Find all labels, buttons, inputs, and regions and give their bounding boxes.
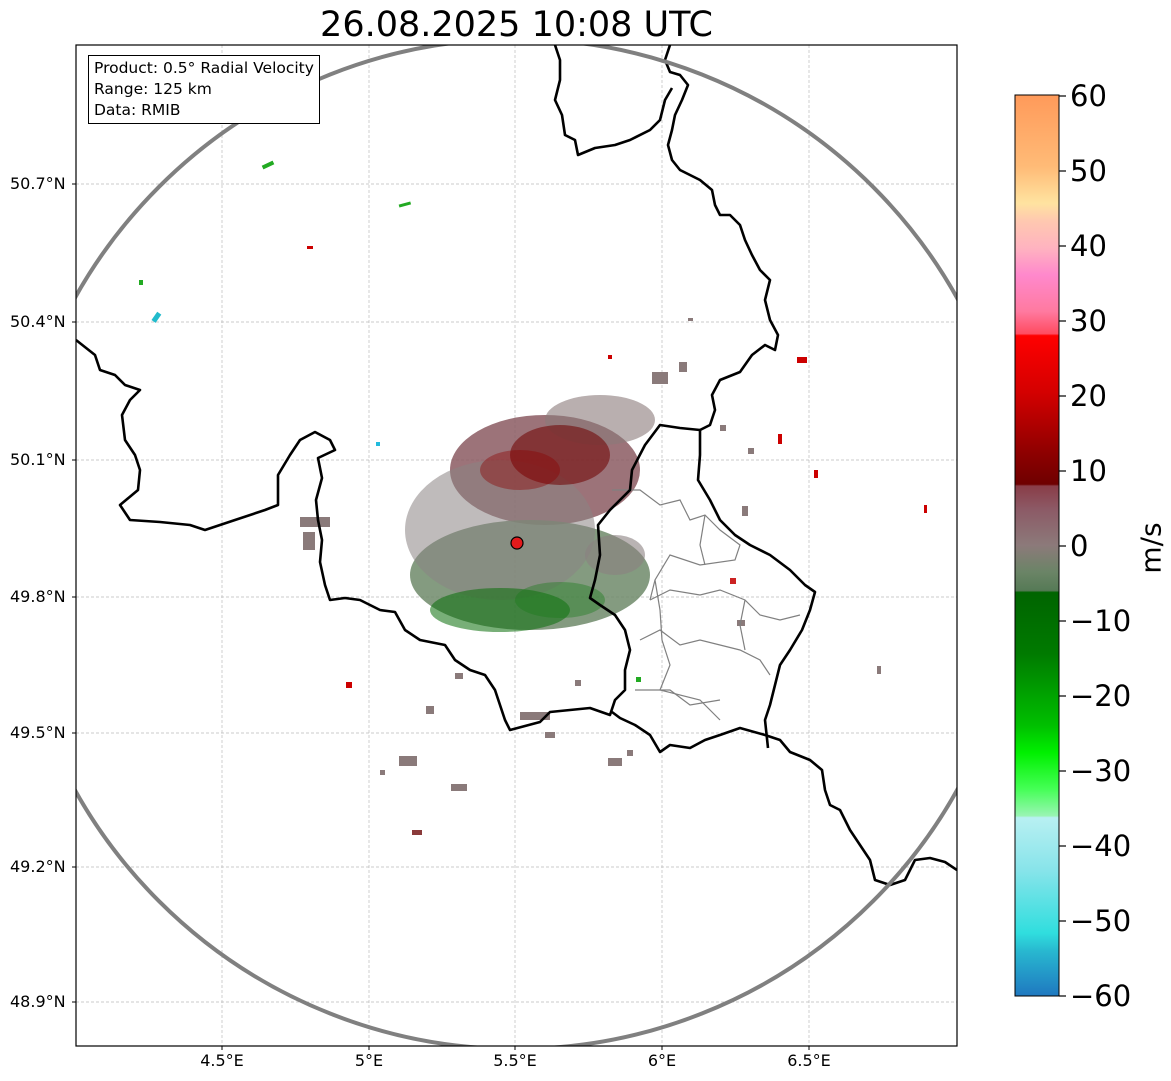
lat-tick-label: 48.9°N [10,992,66,1011]
lat-tick-label: 50.1°N [10,450,66,469]
colorbar-tick-label: 40 [1070,229,1107,263]
map-title: 26.08.2025 10:08 UTC [320,5,713,45]
colorbar-tick-label: 30 [1070,304,1107,338]
map-frame [75,44,958,1047]
colorbar-unit-label: m/s [1134,522,1168,574]
lon-tick-marks [221,1046,810,1050]
region-borders [612,489,801,721]
data-source-text: Data: RMIB [94,101,181,119]
lat-tick-label: 50.4°N [10,312,66,331]
lat-tick-label: 49.2°N [10,857,66,876]
radar-echo-region [405,395,655,632]
radar-site-marker [510,536,524,550]
colorbar [1014,94,1060,997]
lon-tick-label: 6°E [647,1051,677,1070]
lon-tick-label: 6.5°E [787,1051,831,1070]
lat-tick-label: 49.8°N [10,587,66,606]
lat-tick-label: 50.7°N [10,174,66,193]
range-text: Range: 125 km [94,80,212,98]
lat-tick-label: 49.5°N [10,723,66,742]
lon-tick-label: 5.5°E [493,1051,537,1070]
colorbar-tick-label: −40 [1070,829,1132,863]
colorbar-tick-label: 20 [1070,379,1107,413]
colorbar-tick-label: 60 [1070,79,1107,113]
country-borders [76,45,957,887]
colorbar-tick-label: −30 [1070,754,1132,788]
colorbar-tick-label: −10 [1070,604,1132,638]
lon-tick-label: 5°E [354,1051,384,1070]
lon-tick-label: 4.5°E [200,1051,244,1070]
product-info-box: Product: 0.5° Radial Velocity Range: 125… [88,55,320,124]
colorbar-tick-label: −20 [1070,679,1132,713]
colorbar-tick-label: −60 [1070,979,1132,1013]
radar-clutter-pixels [139,160,927,835]
colorbar-tick-label: −50 [1070,904,1132,938]
product-text: Product: 0.5° Radial Velocity [94,59,314,77]
colorbar-tick-marks [1059,95,1066,997]
colorbar-tick-label: 50 [1070,154,1107,188]
colorbar-tick-label: 0 [1070,529,1089,563]
colorbar-tick-label: 10 [1070,454,1107,488]
lat-tick-marks [72,183,76,1003]
